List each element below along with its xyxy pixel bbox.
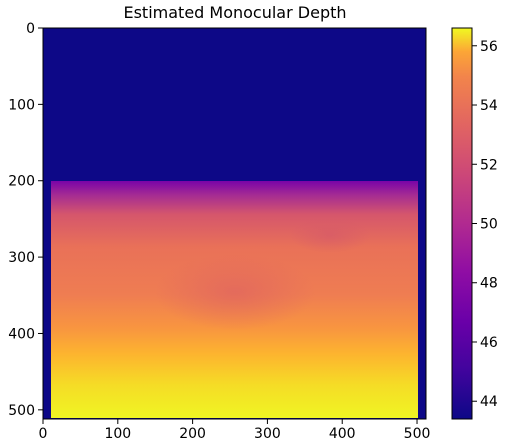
colorbar-tick-label: 50 xyxy=(480,217,498,233)
colorbar-tick-label: 46 xyxy=(480,335,498,351)
x-tick-label: 400 xyxy=(329,426,356,442)
depth-blob-right xyxy=(290,217,370,253)
chart-title: Estimated Monocular Depth xyxy=(123,3,346,22)
x-tick-label: 300 xyxy=(254,426,281,442)
colorbar-tick-label: 54 xyxy=(480,98,498,114)
depth-blob-center xyxy=(155,254,315,330)
y-tick-label: 300 xyxy=(8,250,35,266)
colorbar-axis: 44 46 48 50 52 54 56 xyxy=(472,39,498,410)
axes-frame xyxy=(42,27,427,420)
y-tick-label: 100 xyxy=(8,97,35,113)
x-axis: 0 100 200 300 400 500 xyxy=(39,419,431,442)
y-tick-label: 500 xyxy=(8,403,35,419)
y-tick-label: 400 xyxy=(8,326,35,342)
colorbar-tick-label: 52 xyxy=(480,157,498,173)
y-tick-label: 0 xyxy=(26,21,35,37)
x-tick-label: 0 xyxy=(39,426,48,442)
x-tick-label: 100 xyxy=(104,426,131,442)
x-tick-label: 500 xyxy=(404,426,431,442)
x-tick-label: 200 xyxy=(179,426,206,442)
heatmap-image xyxy=(43,28,426,419)
colorbar-tick-label: 56 xyxy=(480,39,498,55)
colorbar xyxy=(451,27,473,420)
y-tick-label: 200 xyxy=(8,174,35,190)
y-axis: 0 100 200 300 400 500 xyxy=(8,21,43,419)
colorbar-tick-label: 48 xyxy=(480,276,498,292)
colorbar-tick-label: 44 xyxy=(480,394,498,410)
